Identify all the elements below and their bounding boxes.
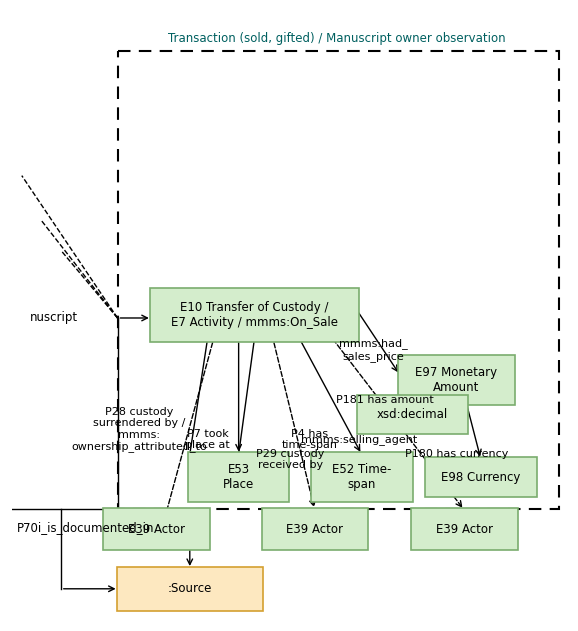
- Text: mmms:had_
sales_price: mmms:had_ sales_price: [339, 338, 408, 362]
- Text: P28 custody
surrendered by /
mmms:
ownership_attributed_to: P28 custody surrendered by / mmms: owner…: [71, 406, 207, 452]
- FancyBboxPatch shape: [357, 394, 468, 435]
- Text: E97 Monetary
Amount: E97 Monetary Amount: [416, 366, 498, 394]
- FancyBboxPatch shape: [311, 452, 413, 502]
- Text: P181 has amount: P181 has amount: [336, 394, 434, 404]
- FancyBboxPatch shape: [411, 508, 517, 550]
- Text: E39 Actor: E39 Actor: [436, 522, 493, 536]
- Text: P7 took
place at: P7 took place at: [185, 428, 229, 451]
- Text: mmms:selling_agent: mmms:selling_agent: [301, 434, 417, 445]
- Text: P29 custody
received by: P29 custody received by: [256, 449, 325, 470]
- Text: E52 Time-
span: E52 Time- span: [332, 463, 391, 492]
- Text: P70i_is_documented_in: P70i_is_documented_in: [17, 521, 154, 534]
- Text: nuscript: nuscript: [29, 312, 77, 324]
- FancyBboxPatch shape: [188, 452, 290, 502]
- Text: E39 Actor: E39 Actor: [286, 522, 343, 536]
- Text: P180 has currency: P180 has currency: [405, 449, 508, 459]
- Text: E98 Currency: E98 Currency: [441, 471, 521, 484]
- Text: :Source: :Source: [168, 582, 212, 595]
- Text: P4 has
time-span: P4 has time-span: [282, 428, 338, 451]
- FancyBboxPatch shape: [262, 508, 368, 550]
- FancyBboxPatch shape: [117, 567, 262, 611]
- Text: Transaction (sold, gifted) / Manuscript owner observation: Transaction (sold, gifted) / Manuscript …: [168, 32, 506, 45]
- FancyBboxPatch shape: [398, 355, 514, 404]
- Text: xsd:decimal: xsd:decimal: [377, 408, 448, 421]
- FancyBboxPatch shape: [103, 508, 210, 550]
- Text: E10 Transfer of Custody /
E7 Activity / mmms:On_Sale: E10 Transfer of Custody / E7 Activity / …: [171, 301, 338, 329]
- FancyBboxPatch shape: [425, 457, 536, 497]
- Text: E53
Place: E53 Place: [223, 463, 254, 492]
- Text: E39 Actor: E39 Actor: [128, 522, 185, 536]
- FancyBboxPatch shape: [150, 288, 359, 342]
